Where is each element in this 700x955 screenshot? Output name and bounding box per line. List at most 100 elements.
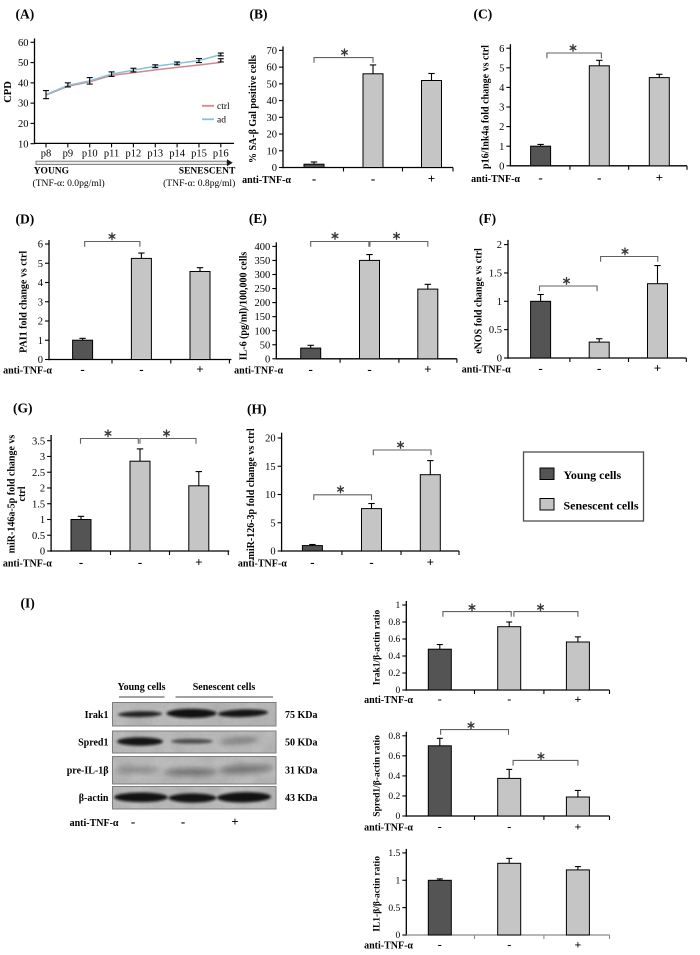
svg-text:2: 2 (499, 122, 504, 133)
svg-text:anti-TNF-α: anti-TNF-α (364, 941, 413, 952)
svg-text:3.5: 3.5 (32, 436, 45, 447)
svg-text:(A): (A) (16, 7, 35, 22)
svg-text:0: 0 (40, 547, 45, 558)
svg-text:anti-TNF-α: anti-TNF-α (234, 366, 283, 377)
svg-text:30: 30 (267, 113, 278, 124)
svg-text:YOUNG: YOUNG (34, 167, 70, 177)
svg-text:(B): (B) (250, 7, 268, 22)
svg-text:40: 40 (18, 78, 29, 89)
svg-text:2: 2 (497, 240, 502, 251)
svg-text:pre-IL-1β: pre-IL-1β (67, 766, 109, 777)
svg-text:(G): (G) (13, 401, 33, 416)
svg-text:50: 50 (267, 79, 278, 90)
svg-text:0: 0 (497, 354, 502, 365)
svg-text:p11: p11 (104, 149, 119, 160)
svg-text:-: - (138, 555, 142, 570)
svg-text:0.8: 0.8 (388, 618, 400, 628)
svg-text:100: 100 (255, 326, 271, 337)
svg-text:p16/Ink4a fold change vs ctrl: p16/Ink4a fold change vs ctrl (481, 45, 492, 169)
svg-text:anti-TNF-α: anti-TNF-α (242, 175, 291, 186)
svg-text:anti-TNF-α: anti-TNF-α (70, 818, 119, 829)
svg-text:4: 4 (499, 83, 505, 94)
svg-text:ctrl: ctrl (217, 102, 230, 112)
svg-text:+: + (196, 362, 203, 377)
svg-text:Spred1: Spred1 (78, 738, 108, 749)
svg-text:Young cells: Young cells (117, 682, 165, 693)
svg-text:2: 2 (38, 317, 43, 328)
svg-text:20: 20 (265, 434, 276, 445)
svg-text:60: 60 (18, 38, 29, 49)
svg-text:30: 30 (18, 99, 29, 110)
svg-text:0.8: 0.8 (388, 732, 400, 742)
svg-text:200: 200 (255, 298, 271, 309)
svg-text:1.5: 1.5 (489, 269, 502, 280)
svg-text:+: + (427, 555, 434, 570)
svg-text:1: 1 (497, 297, 502, 308)
svg-text:Senescent cells: Senescent cells (564, 498, 639, 512)
svg-text:4: 4 (38, 278, 44, 289)
svg-text:SENESCENT: SENESCENT (179, 167, 236, 177)
svg-text:(TNF-α: 0.8pg/ml): (TNF-α: 0.8pg/ml) (163, 178, 235, 189)
svg-text:(I): (I) (21, 596, 35, 611)
svg-text:-: - (80, 362, 84, 377)
svg-text:p13: p13 (147, 149, 163, 160)
svg-text:(D): (D) (16, 212, 35, 227)
svg-text:IL-6 (pg/ml)/100,000 cells: IL-6 (pg/ml)/100,000 cells (239, 252, 250, 361)
svg-text:50: 50 (260, 340, 271, 351)
svg-text:p15: p15 (191, 149, 207, 160)
svg-text:-: - (181, 814, 185, 829)
svg-text:1.5: 1.5 (32, 499, 45, 510)
svg-text:p9: p9 (63, 149, 74, 160)
svg-text:0: 0 (396, 812, 401, 822)
svg-text:-: - (79, 555, 83, 570)
svg-text:+: + (574, 820, 581, 834)
svg-text:0.6: 0.6 (388, 752, 400, 762)
svg-text:-: - (597, 170, 601, 185)
svg-text:+: + (574, 938, 581, 952)
svg-text:250: 250 (255, 284, 271, 295)
svg-text:-: - (312, 171, 316, 186)
svg-text:1: 1 (499, 142, 504, 153)
svg-text:-: - (538, 170, 542, 185)
svg-text:0.4: 0.4 (388, 772, 400, 782)
svg-text:IL1-β/β-actin ratio: IL1-β/β-actin ratio (372, 856, 382, 932)
svg-text:3: 3 (499, 103, 504, 114)
svg-text:+: + (195, 555, 202, 570)
svg-text:43 KDa: 43 KDa (285, 793, 318, 804)
svg-text:0.4: 0.4 (388, 652, 400, 662)
svg-text:70: 70 (267, 46, 278, 57)
svg-text:300: 300 (255, 270, 271, 281)
svg-text:0.5: 0.5 (489, 325, 502, 336)
svg-text:p10: p10 (82, 149, 98, 160)
svg-text:1: 1 (38, 336, 43, 347)
svg-text:(H): (H) (247, 402, 267, 417)
svg-text:β-actin: β-actin (79, 793, 109, 804)
svg-text:3: 3 (40, 452, 45, 463)
svg-text:400: 400 (255, 242, 271, 253)
svg-text:1: 1 (40, 515, 45, 526)
svg-text:-: - (597, 361, 601, 376)
svg-text:-: - (309, 362, 313, 377)
svg-text:anti-TNF-α: anti-TNF-α (364, 823, 413, 834)
svg-text:-: - (310, 555, 314, 570)
svg-text:6: 6 (38, 240, 43, 251)
svg-text:Young cells: Young cells (564, 468, 622, 482)
svg-text:1: 1 (396, 601, 401, 611)
svg-text:Spred1/β-actin ratio: Spred1/β-actin ratio (372, 735, 382, 817)
svg-text:20: 20 (18, 119, 29, 130)
svg-text:% SA-β Gal positive cells: % SA-β Gal positive cells (248, 55, 259, 163)
svg-text:miR-146a-5p fold change vs: miR-146a-5p fold change vs (7, 435, 18, 554)
svg-text:0: 0 (499, 161, 504, 172)
svg-text:-: - (367, 362, 371, 377)
svg-text:20: 20 (267, 130, 278, 141)
svg-text:0.5: 0.5 (388, 904, 400, 914)
svg-text:10: 10 (265, 490, 276, 501)
svg-text:eNOS fold change vs ctrl: eNOS fold change vs ctrl (473, 248, 484, 354)
svg-text:p16: p16 (213, 149, 229, 160)
svg-text:anti-TNF-α: anti-TNF-α (3, 559, 52, 570)
svg-text:10: 10 (18, 139, 29, 150)
svg-text:15: 15 (265, 462, 276, 473)
svg-text:50: 50 (18, 58, 29, 69)
svg-text:ad: ad (217, 116, 226, 126)
svg-text:-: - (507, 820, 511, 834)
